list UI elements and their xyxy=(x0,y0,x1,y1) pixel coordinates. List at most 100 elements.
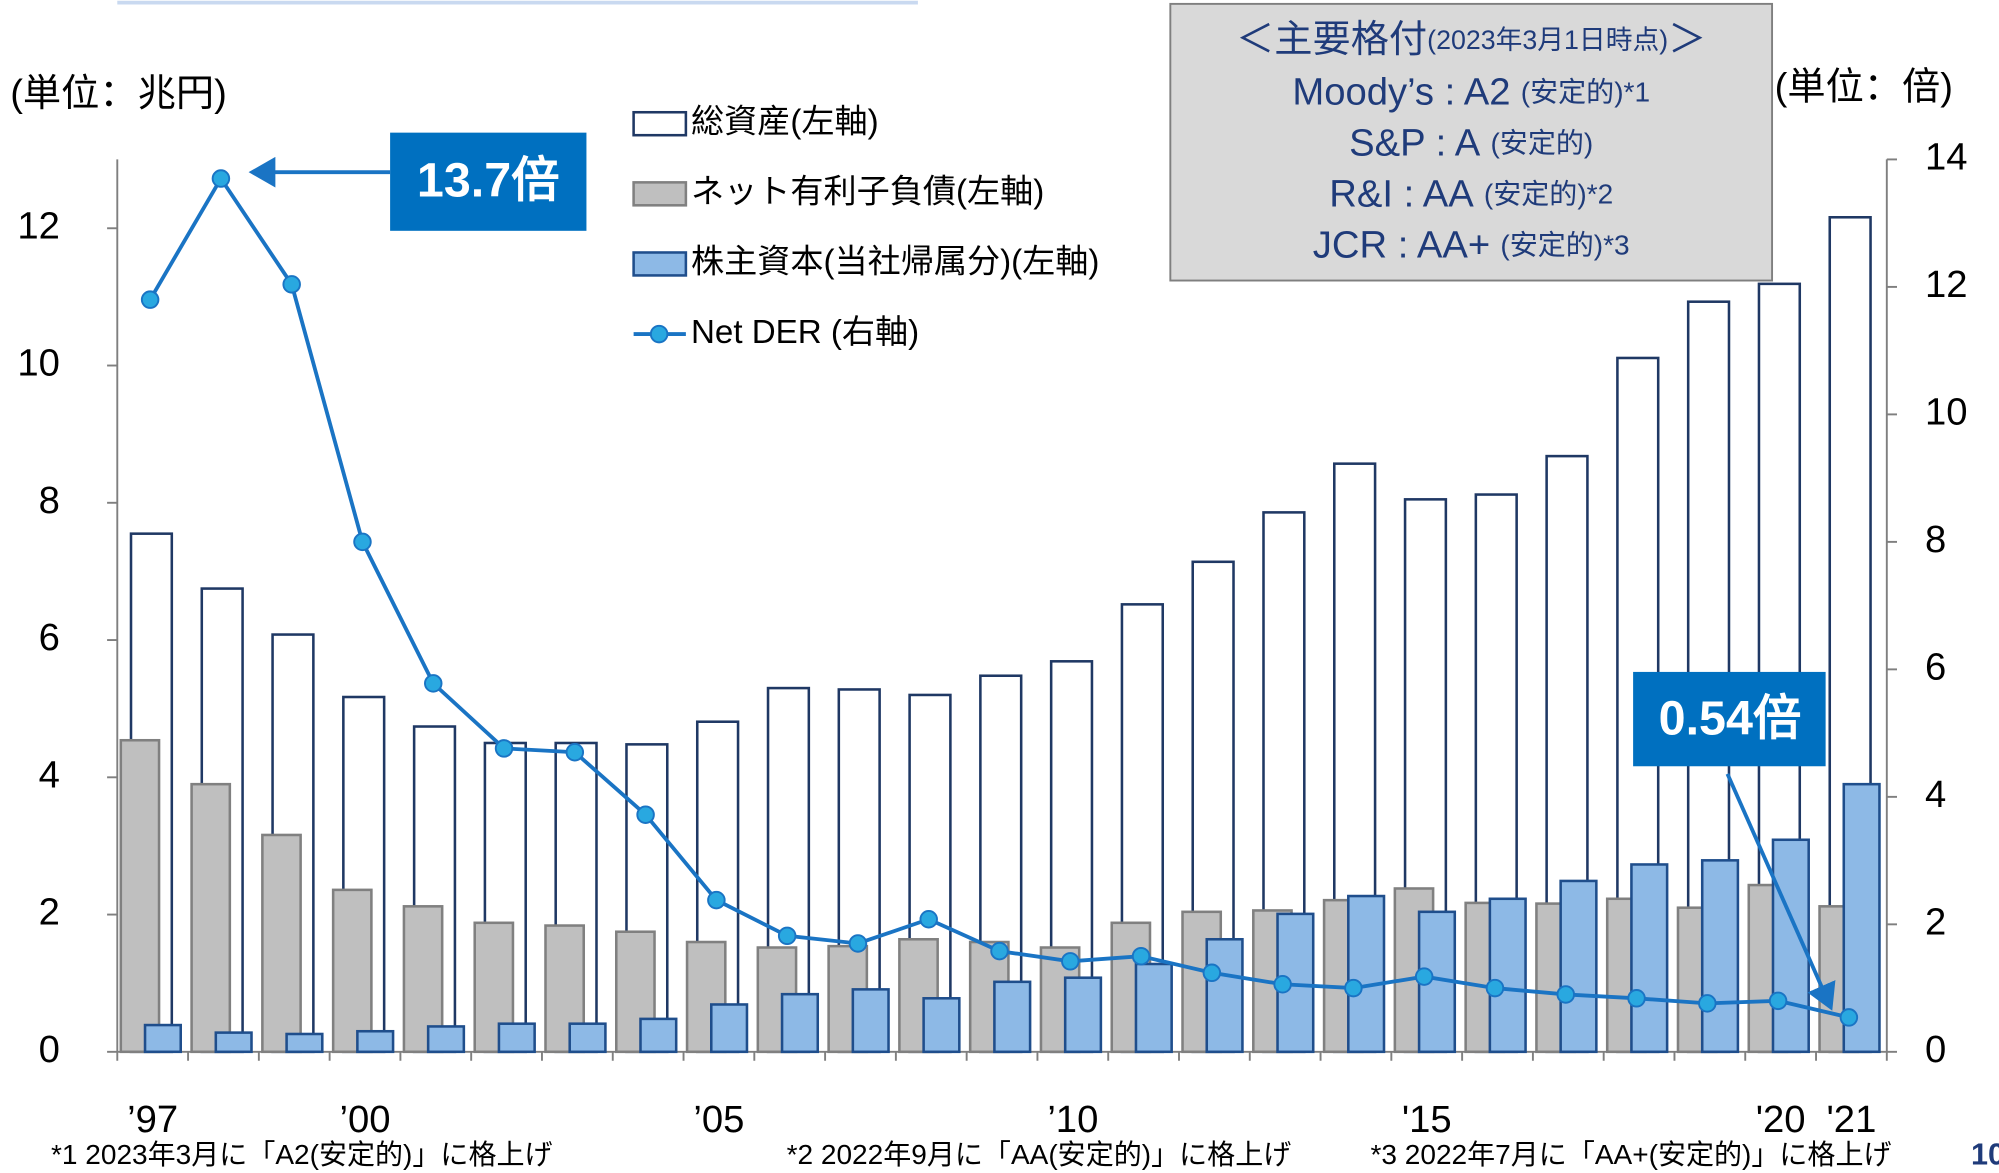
y-tick-label: 4 xyxy=(39,753,60,796)
legend-label: Net DER (右軸) xyxy=(691,314,919,351)
bar xyxy=(568,1022,607,1054)
callout-text: 0.54倍 xyxy=(1659,691,1802,745)
bar xyxy=(780,992,820,1054)
bar xyxy=(356,1029,395,1054)
bar xyxy=(1347,894,1386,1054)
marker xyxy=(140,290,160,309)
marker xyxy=(636,805,655,824)
bar xyxy=(261,833,302,1054)
bar xyxy=(285,1032,324,1054)
y2-tick-label: 4 xyxy=(1925,773,1946,816)
legend-swatch xyxy=(632,110,688,137)
x-tick-label: ’00 xyxy=(340,1098,391,1141)
page-number: 10 xyxy=(1971,1137,1999,1171)
marker xyxy=(1061,952,1080,971)
marker xyxy=(1556,985,1575,1004)
bar xyxy=(639,1017,678,1054)
y-tick-label: 6 xyxy=(39,616,60,659)
legend-swatch xyxy=(632,251,688,277)
bar xyxy=(426,1025,466,1054)
marker xyxy=(424,674,443,693)
bar xyxy=(1559,879,1598,1054)
marker xyxy=(1839,1008,1859,1027)
rating-row: JCR : AA+ (安定的)*3 xyxy=(1313,223,1630,266)
marker xyxy=(353,532,372,552)
callout-box xyxy=(390,132,587,231)
y2-tick-label: 6 xyxy=(1925,645,1946,688)
marker xyxy=(211,169,231,188)
bar xyxy=(851,988,890,1054)
ratings-title: ＜主要格付(2023年3月1日時点)＞ xyxy=(1236,18,1706,61)
legend-label: 総資産(左軸) xyxy=(691,103,879,140)
marker xyxy=(1627,989,1646,1008)
bar xyxy=(1842,782,1881,1054)
bar xyxy=(214,1031,253,1054)
y2-tick-label: 0 xyxy=(1925,1028,1946,1071)
y2-tick-label: 12 xyxy=(1925,263,1968,306)
y-tick-label: 10 xyxy=(17,342,60,385)
bar xyxy=(922,997,961,1054)
y-tick-label: 8 xyxy=(39,479,60,522)
footnote: *1 2023年3月に「A2(安定的)」に格上げ xyxy=(51,1139,553,1170)
marker xyxy=(494,739,514,758)
marker xyxy=(1202,963,1222,983)
y2-tick-label: 8 xyxy=(1925,518,1946,561)
rating-row: Moody’s : A2 (安定的)*1 xyxy=(1292,70,1650,113)
y-tick-label: 12 xyxy=(17,204,60,247)
x-tick-label: ’10 xyxy=(1047,1098,1098,1141)
y2-tick-label: 14 xyxy=(1925,136,1968,179)
ratings-box: ＜主要格付(2023年3月1日時点)＞ Moody’s : A2 (安定的)*1 S… xyxy=(1169,2,1774,282)
marker xyxy=(777,926,797,946)
marker xyxy=(1768,991,1788,1011)
marker xyxy=(707,890,726,910)
y2-unit-label: (単位：倍) xyxy=(1775,65,1953,108)
y2-tick-label: 2 xyxy=(1925,900,1946,943)
marker xyxy=(1273,975,1292,994)
y-unit-label: (単位：兆円) xyxy=(10,72,227,115)
marker xyxy=(848,934,868,953)
bar xyxy=(993,980,1032,1054)
footnote: *2 2022年9月に「AA(安定的)」に格上げ xyxy=(787,1139,1292,1170)
footnote: *3 2022年7月に「AA+(安定的)」に格上げ xyxy=(1370,1139,1891,1170)
bar xyxy=(1488,897,1527,1054)
marker xyxy=(1344,978,1363,998)
marker xyxy=(282,275,301,294)
rating-note: (安定的)*1 xyxy=(1521,77,1650,108)
bar xyxy=(331,888,373,1054)
y2-tick-label: 10 xyxy=(1925,390,1968,433)
marker xyxy=(1414,967,1434,986)
marker xyxy=(919,909,938,929)
x-tick-label: ’05 xyxy=(693,1098,744,1141)
y-tick-label: 2 xyxy=(39,891,60,934)
x-tick-label: '21 xyxy=(1827,1098,1877,1141)
ratings-title-text: ＜主要格付 xyxy=(1236,18,1427,61)
marker xyxy=(1485,978,1505,998)
callout-arrow xyxy=(1725,773,1836,1011)
rating-text: R&I : AA xyxy=(1329,172,1474,215)
y-tick-label: 0 xyxy=(39,1028,60,1071)
rating-text: JCR : AA+ xyxy=(1313,223,1490,266)
x-tick-label: ’97 xyxy=(127,1098,178,1141)
ratings-bg xyxy=(1169,2,1774,282)
legend-label: 株主資本(当社帰属分)(左軸) xyxy=(691,244,1099,281)
x-tick-label: '20 xyxy=(1756,1098,1806,1141)
rating-note: (安定的) xyxy=(1490,128,1593,159)
bar xyxy=(710,1003,749,1054)
bar xyxy=(1134,962,1173,1054)
bar xyxy=(1700,859,1740,1054)
ratings-date: (2023年3月1日時点) xyxy=(1427,25,1668,55)
bar xyxy=(497,1022,536,1054)
ratings-close: ＞ xyxy=(1668,18,1706,61)
rating-row: S&P : A (安定的) xyxy=(1349,121,1593,164)
bar xyxy=(143,1023,183,1054)
legend-label: ネット有利子負債(左軸) xyxy=(691,174,1044,211)
legend-marker xyxy=(649,324,669,344)
rating-note: (安定的)*2 xyxy=(1484,179,1613,210)
marker xyxy=(990,941,1009,961)
rating-text: Moody’s : A2 xyxy=(1292,70,1510,113)
bar xyxy=(1063,976,1103,1054)
callout-box xyxy=(1633,671,1826,767)
bar xyxy=(1205,937,1244,1054)
bar xyxy=(190,782,232,1054)
rating-row: R&I : AA (安定的)*2 xyxy=(1329,172,1613,215)
